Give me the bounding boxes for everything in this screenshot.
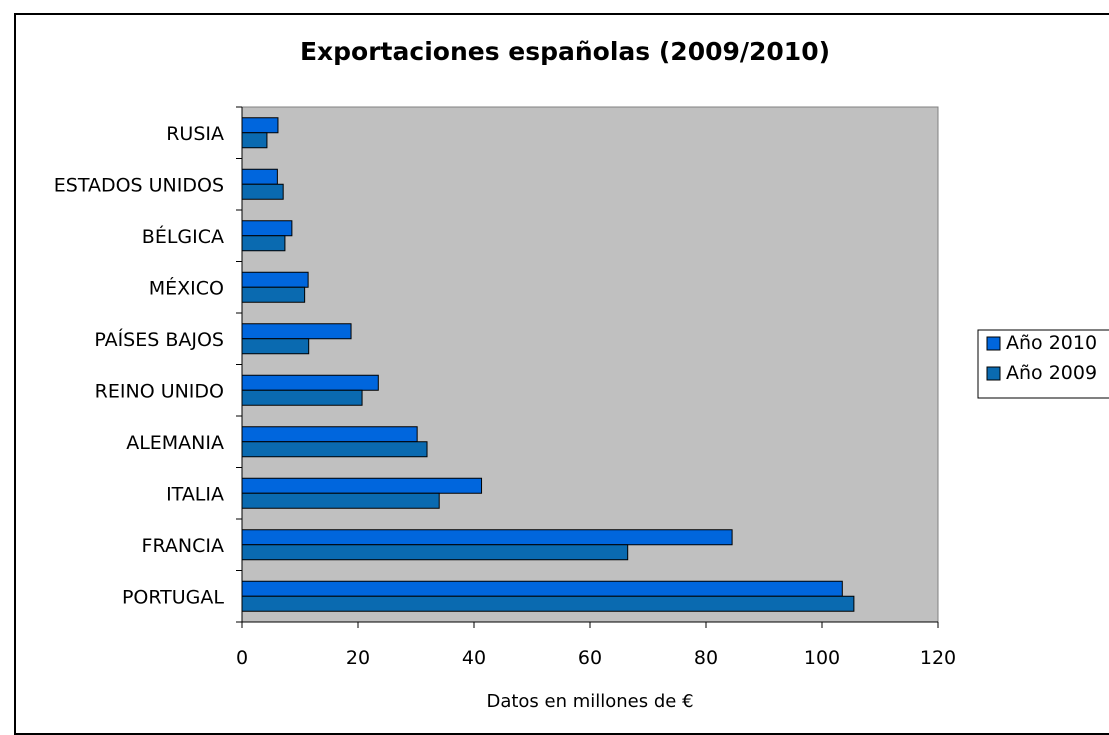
legend-swatch: [986, 336, 1001, 351]
category-label: PORTUGAL: [122, 586, 224, 608]
bar-2010-7: [241, 220, 293, 237]
x-tick-label: 20: [346, 647, 370, 669]
axis-layer: PORTUGAL FRANCIA ITALIA ALEMANIA REINO UNIDO…: [54, 106, 956, 669]
bars-layer: [241, 117, 855, 612]
legend: Año 2010 Año 2009: [977, 329, 1109, 399]
category-label: MÉXICO: [149, 276, 224, 299]
x-tick-label: 40: [462, 647, 486, 669]
bar-2010-6: [241, 271, 309, 288]
bar-2010-1: [241, 529, 733, 546]
bar-2010-5: [241, 323, 352, 340]
bar-2010-8: [241, 168, 278, 185]
x-tick-label: 60: [578, 647, 602, 669]
bar-2010-9: [241, 117, 279, 134]
x-axis-title: Datos en millones de €: [486, 691, 693, 712]
category-label: FRANCIA: [142, 535, 224, 557]
bar-2009-5: [241, 338, 310, 355]
bar-2009-7: [241, 235, 286, 252]
bar-2009-8: [241, 183, 284, 200]
legend-label: Año 2010: [1006, 332, 1097, 354]
bar-2009-3: [241, 441, 428, 458]
bar-2010-3: [241, 426, 418, 443]
bar-2009-6: [241, 286, 306, 303]
chart-title: Exportaciones españolas (2009/2010): [300, 37, 830, 66]
category-label: REINO UNIDO: [95, 380, 224, 402]
bar-2009-2: [241, 492, 440, 509]
legend-label: Año 2009: [1006, 362, 1097, 384]
x-tick-label: 0: [236, 647, 248, 669]
bar-2009-4: [241, 389, 363, 406]
category-label: ITALIA: [166, 483, 224, 505]
bar-2010-4: [241, 374, 379, 391]
category-label: RUSIA: [166, 123, 224, 145]
category-label: ESTADOS UNIDOS: [54, 174, 224, 196]
category-label: BÉLGICA: [142, 225, 224, 248]
x-tick-label: 80: [694, 647, 718, 669]
category-label: PAÍSES BAJOS: [94, 328, 224, 351]
bar-2009-9: [241, 132, 268, 149]
legend-swatch: [986, 366, 1001, 381]
category-label: ALEMANIA: [126, 432, 224, 454]
bar-2010-2: [241, 477, 483, 494]
x-tick-label: 120: [920, 647, 956, 669]
bar-2009-1: [241, 544, 629, 561]
bar-2010-0: [241, 580, 843, 597]
bar-2009-0: [241, 595, 855, 612]
x-tick-label: 100: [804, 647, 840, 669]
